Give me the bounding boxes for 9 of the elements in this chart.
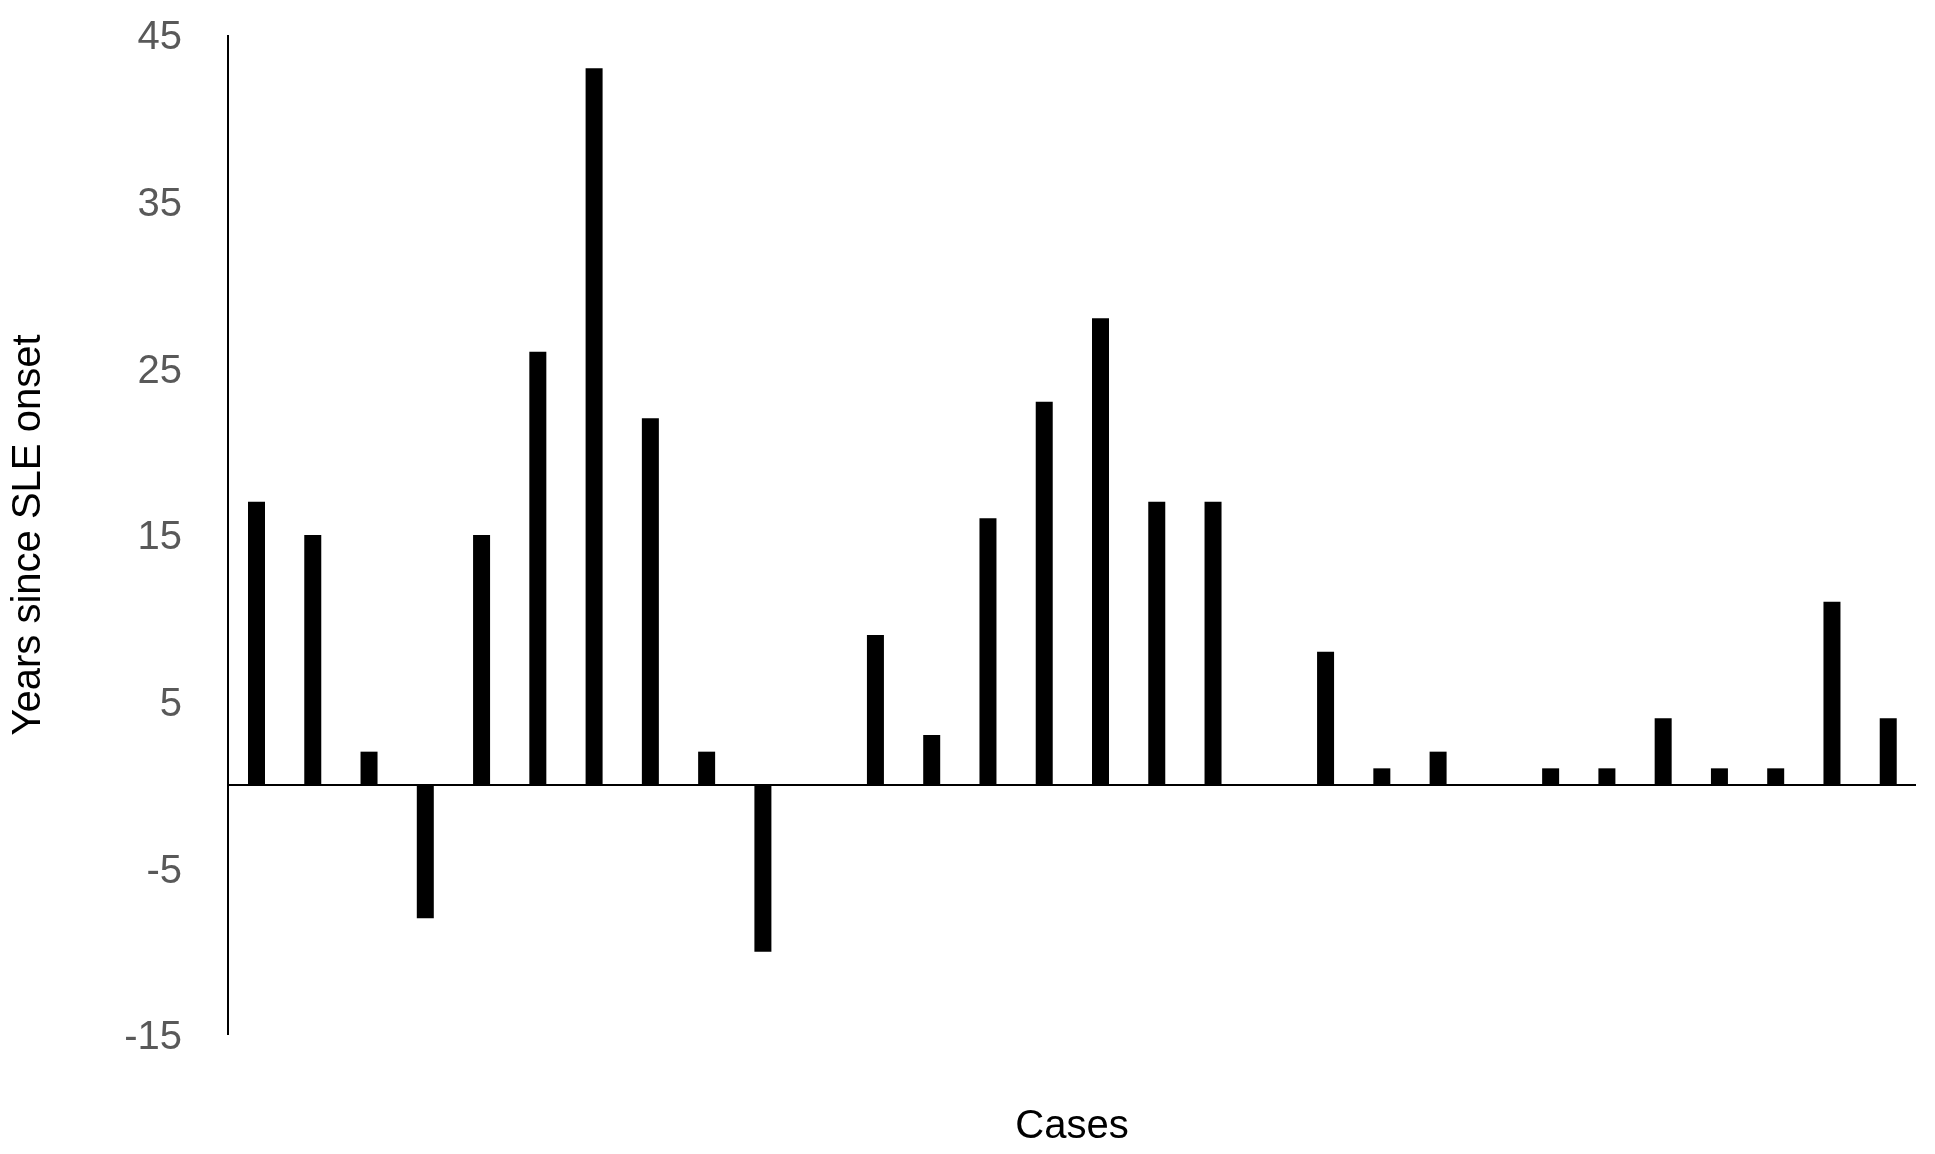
y-tick-label: 45 bbox=[137, 13, 182, 58]
y-tick-label: 35 bbox=[137, 179, 182, 224]
y-axis-title: Years since SLE onset bbox=[4, 334, 49, 736]
y-tick-label: 5 bbox=[159, 679, 182, 724]
y-tick-label: 25 bbox=[137, 346, 182, 391]
y-tick-label: -5 bbox=[146, 846, 182, 891]
y-tick-label: -15 bbox=[124, 1013, 182, 1058]
x-axis-title: Cases bbox=[1015, 1102, 1129, 1146]
y-tick-label: 15 bbox=[137, 513, 182, 558]
